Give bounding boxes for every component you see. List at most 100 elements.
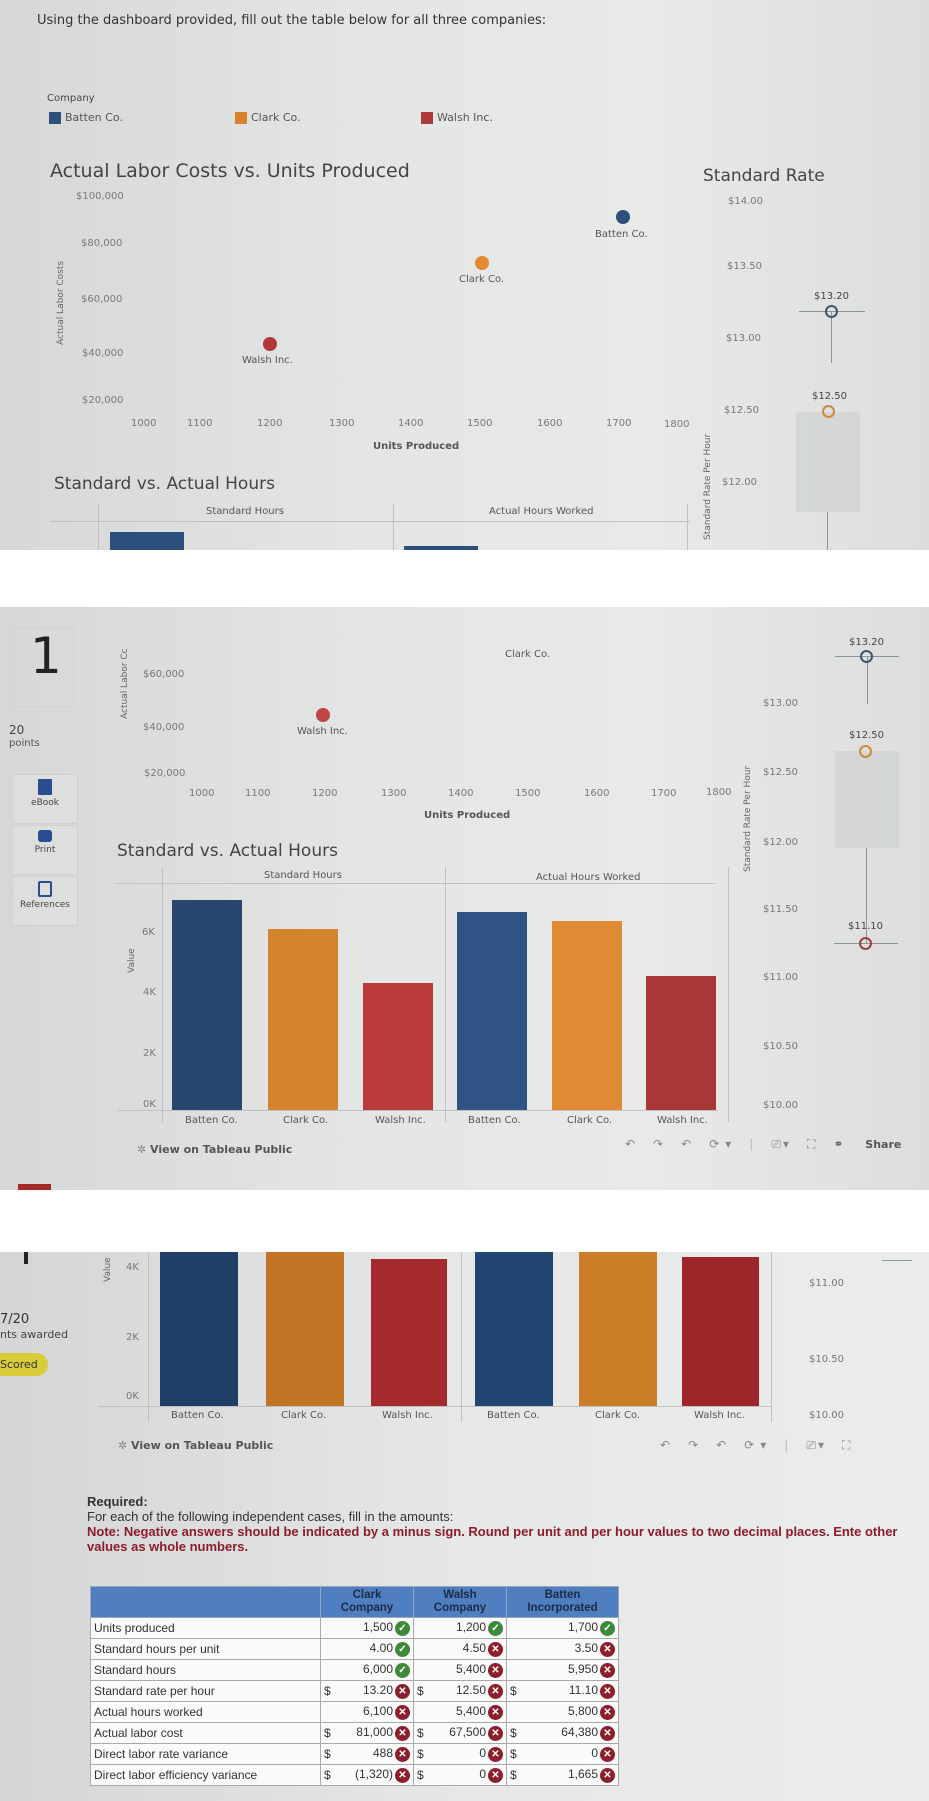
answer-value[interactable]: (1,320) [354,1767,393,1782]
answer-value[interactable]: 67,500 [449,1725,486,1740]
fullscreen-button[interactable]: ⛶ [806,1137,816,1151]
answer-cell-walsh[interactable]: 5,400 ✕ [413,1659,507,1681]
answer-cell-clark[interactable]: $ (1,320) ✕ [320,1764,414,1786]
answer-cell-clark[interactable]: $488 ✕ [320,1743,414,1765]
undo-button[interactable]: ↶ [625,1137,636,1151]
x-tick: 1100 [187,418,213,429]
ebook-button[interactable]: eBook [12,774,78,824]
answer-value[interactable]: 488 [372,1746,393,1761]
answer-value[interactable]: 11.10 [568,1683,598,1698]
answer-cell-clark[interactable]: $13.20 ✕ [320,1680,414,1702]
rate-tick: $11.00 [809,1278,844,1289]
refresh-button[interactable]: ⟳ [744,1438,755,1452]
answer-value[interactable]: 0 [479,1746,486,1761]
bar-standard-batten[interactable] [160,1252,238,1406]
bar-standard-clark[interactable] [268,929,338,1110]
undo-button[interactable]: ↶ [660,1438,671,1452]
bar-actual-clark[interactable] [552,921,622,1110]
answer-value[interactable]: 0 [479,1767,486,1782]
bar-standard-batten[interactable] [172,900,242,1110]
answer-cell-batten[interactable]: $11.10 ✕ [506,1680,619,1702]
rate-point-clark[interactable] [859,745,872,758]
fullscreen-button[interactable]: ⛶ [841,1438,851,1452]
bar-actual-clark[interactable] [579,1252,657,1406]
download-button[interactable]: ⎚ [806,1438,816,1452]
scatter-point-batten[interactable] [616,210,630,224]
bar-standard-walsh[interactable] [371,1259,447,1406]
legend-item-batten[interactable]: Batten Co. [49,111,123,124]
answer-value[interactable]: 64,380 [561,1725,598,1740]
answer-value[interactable]: 5,400 [455,1704,486,1719]
answer-value[interactable]: 4.50 [462,1641,486,1656]
answer-cell-clark[interactable]: 6,100 ✕ [320,1701,414,1723]
incorrect-x-icon: ✕ [395,1725,410,1741]
answer-cell-clark[interactable]: 1,500 ✓ [320,1617,414,1639]
answer-cell-batten[interactable]: 3.50 ✕ [506,1638,619,1660]
scatter-point-clark[interactable] [475,256,489,270]
answer-value[interactable]: 6,100 [362,1704,393,1719]
bar-standard-walsh[interactable] [363,983,433,1110]
download-dropdown[interactable]: ▾ [782,1137,789,1151]
rate-point-clark[interactable] [822,405,835,418]
table-row: Standard rate per hour $13.20 ✕ $12.50 ✕ $11.… [90,1680,619,1702]
answer-cell-walsh[interactable]: $0 ✕ [413,1764,507,1786]
bar-actual-walsh[interactable] [682,1257,759,1406]
scatter-chart-title: Actual Labor Costs vs. Units Produced [50,160,410,182]
answer-value[interactable]: 1,700 [567,1620,598,1635]
refresh-dropdown[interactable]: ▾ [760,1438,767,1452]
answer-cell-clark[interactable]: $81,000 ✕ [320,1722,414,1744]
rate-point-batten[interactable] [860,650,873,663]
answer-value[interactable]: 81,000 [356,1725,393,1740]
answer-cell-walsh[interactable]: $12.50 ✕ [413,1680,507,1702]
bar-actual-walsh[interactable] [646,976,716,1110]
bar-actual-batten[interactable] [475,1252,553,1406]
answer-cell-clark[interactable]: 4.00 ✓ [320,1638,414,1660]
download-button[interactable]: ⎚ [771,1137,781,1151]
answer-cell-walsh[interactable]: $67,500 ✕ [413,1722,507,1744]
answer-cell-batten[interactable]: $64,380 ✕ [506,1722,619,1744]
answer-value[interactable]: 5,400 [455,1662,486,1677]
revert-button[interactable]: ↶ [681,1137,692,1151]
answer-value[interactable]: 1,500 [362,1620,393,1635]
legend-item-clark[interactable]: Clark Co. [235,111,301,124]
refresh-button[interactable]: ⟳ [709,1137,720,1151]
download-dropdown[interactable]: ▾ [817,1438,824,1452]
references-button[interactable]: References [12,876,78,926]
redo-button[interactable]: ↷ [653,1137,664,1151]
answer-value[interactable]: 4.00 [369,1641,393,1656]
answer-cell-walsh[interactable]: 1,200 ✓ [413,1617,507,1639]
print-button[interactable]: Print [12,825,78,875]
scatter-point-walsh[interactable] [263,337,277,351]
answer-cell-clark[interactable]: 6,000 ✓ [320,1659,414,1681]
answer-cell-walsh[interactable]: 5,400 ✕ [413,1701,507,1723]
legend-item-walsh[interactable]: Walsh Inc. [421,111,493,124]
answer-cell-batten[interactable]: 5,800 ✕ [506,1701,619,1723]
view-on-tableau-link[interactable]: ✲ View on Tableau Public [137,1143,293,1156]
redo-button[interactable]: ↷ [688,1438,699,1452]
answer-value[interactable]: 6,000 [362,1662,393,1677]
rate-point-batten[interactable] [825,305,838,318]
share-button[interactable]: ⚭ Share [833,1137,902,1151]
answer-value[interactable]: 13.20 [362,1683,393,1698]
refresh-dropdown[interactable]: ▾ [725,1137,732,1151]
answer-value[interactable]: 1,200 [455,1620,486,1635]
answer-cell-batten[interactable]: $1,665 ✕ [506,1764,619,1786]
answer-value[interactable]: 5,800 [567,1704,598,1719]
answer-cell-walsh[interactable]: $0 ✕ [413,1743,507,1765]
revert-button[interactable]: ↶ [716,1438,727,1452]
answer-value[interactable]: 5,950 [567,1662,598,1677]
answer-value[interactable]: 12.50 [455,1683,486,1698]
scatter-point-walsh[interactable] [316,708,330,722]
answer-cell-batten[interactable]: $0 ✕ [506,1743,619,1765]
answer-value[interactable]: 3.50 [574,1641,598,1656]
answer-value[interactable]: 1,665 [567,1767,598,1782]
row-label: Direct labor rate variance [90,1743,321,1765]
bar-standard-clark[interactable] [266,1252,344,1406]
view-on-tableau-link[interactable]: ✲ View on Tableau Public [118,1439,274,1452]
bar-actual-batten[interactable] [457,912,527,1110]
rate-point-walsh[interactable] [859,937,872,950]
answer-cell-batten[interactable]: 1,700 ✓ [506,1617,619,1639]
answer-cell-batten[interactable]: 5,950 ✕ [506,1659,619,1681]
answer-cell-walsh[interactable]: 4.50 ✕ [413,1638,507,1660]
answer-value[interactable]: 0 [591,1746,598,1761]
